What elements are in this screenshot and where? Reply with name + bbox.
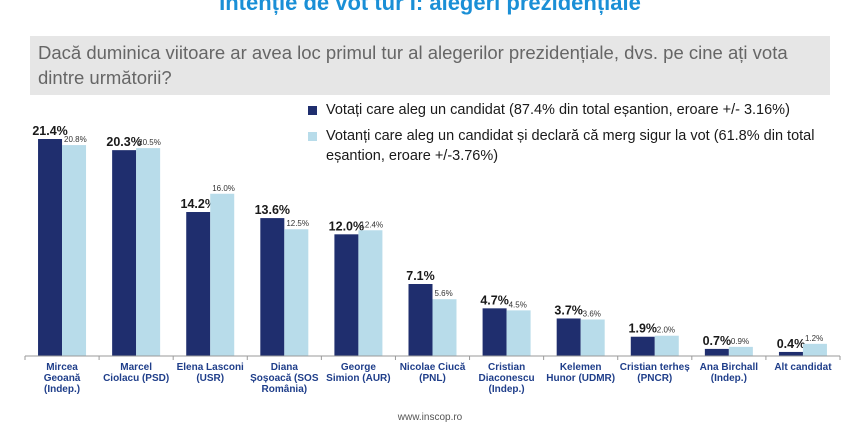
bar-series-2-7	[580, 319, 605, 356]
category-label-9-line-1: (Indep.)	[711, 373, 747, 384]
bar-series-1-3	[260, 218, 285, 356]
legend-swatch-series-1	[308, 106, 317, 115]
category-label-3-line-0: Diana	[271, 362, 299, 373]
category-label-5-line-1: (PNL)	[419, 373, 446, 384]
bar-series-1-6	[482, 308, 507, 356]
category-label-1-line-1: Ciolacu (PSD)	[103, 373, 169, 384]
data-label-series-1-4: 12.0%	[329, 219, 364, 233]
category-label-10-line-0: Alt candidat	[774, 362, 832, 373]
bar-series-1-4	[334, 234, 359, 356]
category-label-6-line-1: Diaconescu	[479, 373, 535, 384]
category-label-0-line-0: Mircea	[46, 362, 78, 373]
source-url: www.inscop.ro	[397, 412, 463, 423]
category-label-7-line-1: Hunor (UDMR)	[546, 373, 615, 384]
data-label-series-2-10: 1.2%	[805, 334, 823, 343]
category-label-3-line-2: România)	[262, 384, 308, 395]
data-label-series-2-0: 20.8%	[64, 135, 87, 144]
data-label-series-1-10: 0.4%	[777, 337, 806, 351]
category-label-2-line-0: Elena Lasconi	[177, 362, 244, 373]
bar-series-2-10	[802, 343, 827, 356]
data-label-series-2-7: 3.6%	[583, 309, 601, 318]
data-label-series-1-9: 0.7%	[703, 334, 732, 348]
data-label-series-1-2: 14.2%	[181, 197, 216, 211]
survey-question: Dacă duminica viitoare ar avea loc primu…	[30, 36, 830, 95]
category-label-6-line-0: Cristian	[488, 362, 525, 373]
category-label-2-line-1: (USR)	[196, 373, 224, 384]
bar-series-2-0	[62, 145, 87, 356]
data-label-series-2-1: 20.5%	[138, 138, 161, 147]
bar-series-1-8	[630, 336, 655, 356]
category-label-4-line-1: Simion (AUR)	[326, 373, 390, 384]
bar-chart: 21.4%20.8%MirceaGeoană(Indep.)20.3%20.5%…	[24, 124, 841, 395]
category-label-8-line-1: (PNCR)	[637, 373, 672, 384]
legend-item-series-1: Votați care aleg un candidat (87.4% din …	[308, 100, 848, 120]
data-label-series-2-2: 16.0%	[212, 184, 235, 193]
bar-series-2-9	[728, 346, 753, 356]
category-label-0-line-1: Geoană	[44, 373, 81, 384]
category-label-5-line-0: Nicolae Ciucă	[400, 362, 466, 373]
data-label-series-2-4: 12.4%	[360, 220, 383, 229]
data-label-series-1-0: 21.4%	[32, 124, 67, 138]
bar-series-2-2	[210, 193, 235, 356]
category-label-6-line-2: (Indep.)	[489, 384, 525, 395]
category-label-3-line-1: Șoșoacă (SOS	[250, 373, 319, 384]
legend-label-series-1: Votați care aleg un candidat (87.4% din …	[326, 102, 790, 118]
bar-series-2-1	[136, 148, 161, 356]
data-label-series-2-8: 2.0%	[657, 326, 675, 335]
bar-series-1-0	[38, 139, 63, 356]
legend-swatch-series-2	[308, 132, 317, 141]
category-label-4-line-0: George	[341, 362, 376, 373]
data-label-series-1-1: 20.3%	[106, 135, 141, 149]
data-label-series-2-5: 5.6%	[435, 289, 453, 298]
category-label-9-line-0: Ana Birchall	[700, 362, 759, 373]
bar-series-2-5	[432, 299, 457, 356]
legend-label-series-2: Votanți care aleg un candidat și declară…	[326, 128, 815, 164]
bar-series-1-10	[778, 351, 803, 356]
bar-series-1-9	[704, 348, 729, 356]
category-label-0-line-2: (Indep.)	[44, 384, 80, 395]
data-label-series-2-9: 0.9%	[731, 337, 749, 346]
chart-legend: Votați care aleg un candidat (87.4% din …	[308, 100, 848, 172]
data-label-series-2-3: 12.5%	[286, 219, 309, 228]
bar-series-1-7	[556, 318, 581, 356]
data-label-series-2-6: 4.5%	[509, 300, 527, 309]
bar-series-2-6	[506, 310, 531, 356]
bar-series-2-3	[284, 229, 309, 356]
category-label-1-line-0: Marcel	[120, 362, 152, 373]
legend-item-series-2: Votanți care aleg un candidat și declară…	[308, 126, 848, 166]
bar-series-1-5	[408, 284, 433, 356]
chart-title: Intenție de vot tur I: alegeri prezidenț…	[219, 0, 641, 15]
category-label-8-line-0: Cristian terheș	[620, 362, 690, 373]
bar-series-2-4	[358, 230, 383, 356]
bar-series-2-8	[654, 335, 679, 356]
data-label-series-1-7: 3.7%	[554, 303, 583, 317]
bar-series-1-2	[186, 212, 211, 356]
data-label-series-1-8: 1.9%	[629, 322, 658, 336]
data-label-series-1-5: 7.1%	[406, 269, 435, 283]
data-label-series-1-3: 13.6%	[255, 203, 290, 217]
category-label-7-line-0: Kelemen	[560, 362, 602, 373]
bar-series-1-1	[112, 150, 137, 356]
data-label-series-1-6: 4.7%	[480, 293, 509, 307]
